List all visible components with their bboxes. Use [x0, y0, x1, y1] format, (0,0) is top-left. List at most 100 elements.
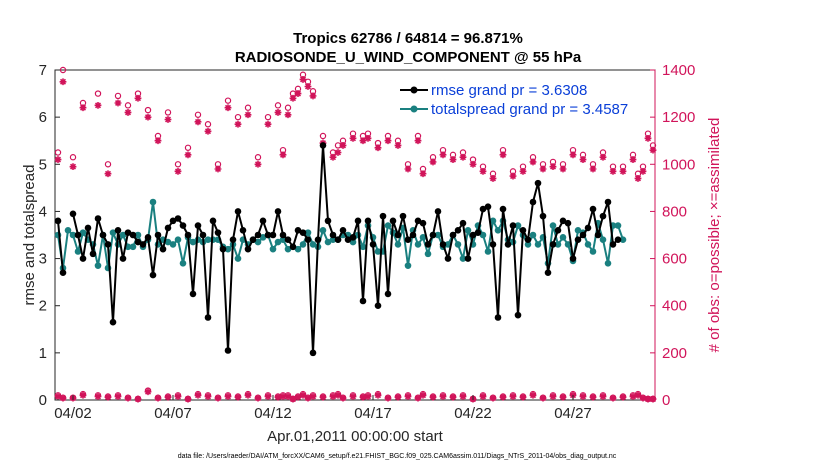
obs-assimilated-marker — [79, 104, 87, 112]
totalspread-point — [329, 236, 337, 244]
rmse-point — [264, 231, 272, 239]
obs-possible-marker — [164, 109, 172, 116]
obs-assimilated-marker — [649, 146, 657, 154]
obs-assimilated-marker — [144, 388, 152, 396]
obs-assimilated-marker — [214, 394, 222, 402]
rmse-point — [569, 255, 577, 262]
obs-assimilated-marker — [559, 165, 567, 173]
obs-assimilated-marker — [634, 175, 642, 182]
rmse-point — [89, 250, 97, 258]
x-axis-label: Apr.01,2011 00:00:00 start — [267, 428, 444, 445]
obs-assimilated-marker — [629, 393, 637, 400]
rmse-point — [349, 234, 357, 241]
y-tick-label: 1 — [39, 345, 47, 362]
obs-assimilated-marker — [489, 175, 497, 182]
rmse-point — [99, 231, 107, 239]
rmse-line — [57, 220, 64, 273]
totalspread-point — [64, 226, 72, 234]
obs-assimilated-marker — [649, 395, 657, 403]
totalspread-point — [274, 238, 282, 246]
obs-assimilated-marker — [174, 167, 182, 175]
rmse-point — [119, 255, 127, 262]
obs-assimilated-marker — [329, 393, 337, 400]
rmse-point — [354, 217, 362, 225]
obs-possible-marker — [194, 111, 202, 118]
obs-assimilated-marker — [479, 167, 487, 175]
rmse-point — [149, 271, 157, 279]
rmse-point — [479, 205, 487, 213]
obs-assimilated-marker — [254, 394, 262, 402]
chart-title: Tropics 62786 / 64814 = 96.871% — [293, 30, 523, 47]
rmse-point — [389, 217, 397, 225]
rmse-point — [189, 290, 197, 298]
totalspread-point — [149, 198, 157, 206]
y2-tick-label: 800 — [662, 203, 687, 220]
obs-assimilated-marker — [164, 116, 172, 123]
axis-ticks-layer: 0 1 2 3 4 5 6 7 0 200 400 600 800 1000 1200 1400 04/02 04… — [39, 62, 696, 422]
rmse-point — [234, 208, 242, 215]
obs-assimilated-marker — [609, 394, 617, 402]
rmse-point — [244, 245, 252, 253]
rmse-point — [139, 241, 147, 248]
rmse-point — [399, 212, 407, 220]
rmse-point — [534, 179, 542, 187]
rmse-point — [414, 217, 422, 225]
rmse-point — [324, 217, 332, 225]
obs-assimilated-marker — [244, 111, 252, 119]
totalspread-point — [424, 250, 432, 258]
x-tick-label: 04/17 — [354, 405, 392, 422]
totalspread-point — [614, 222, 622, 229]
y-tick-label: 0 — [39, 392, 47, 409]
obs-assimilated-marker — [429, 393, 437, 401]
totalspread-point — [599, 236, 607, 244]
rmse-point — [579, 231, 587, 239]
y2-tick-label: 0 — [662, 392, 670, 409]
totalspread-point — [74, 248, 82, 255]
obs-assimilated-marker — [304, 83, 312, 90]
obs-assimilated-marker — [519, 167, 527, 175]
x-tick-label: 04/22 — [454, 405, 492, 422]
rmse-point — [249, 236, 257, 244]
y2-axis-label: # of obs: o=possible; ×=assimilated — [706, 118, 723, 353]
totalspread-point — [269, 245, 277, 253]
rmse-point — [574, 236, 582, 244]
rmse-point — [94, 215, 102, 222]
rmse-point — [379, 212, 387, 220]
rmse-point — [339, 226, 347, 234]
obs-assimilated-marker — [499, 151, 507, 159]
rmse-point — [59, 269, 67, 277]
obs-assimilated-marker — [284, 111, 292, 119]
obs-assimilated-marker — [244, 391, 252, 399]
rmse-point — [434, 208, 442, 215]
obs-assimilated-marker — [549, 393, 557, 400]
totalspread-point — [584, 241, 592, 248]
rmse-point — [409, 231, 417, 239]
obs-assimilated-marker — [439, 151, 447, 159]
obs-assimilated-marker — [224, 104, 232, 112]
obs-assimilated-marker — [59, 394, 67, 402]
obs-assimilated-marker — [519, 393, 527, 401]
totalspread-point — [404, 262, 412, 269]
totalspread-point — [574, 226, 582, 234]
totalspread-point — [604, 259, 612, 267]
obs-assimilated-marker — [579, 393, 587, 400]
totalspread-point — [299, 241, 307, 248]
obs-assimilated-marker — [264, 393, 272, 400]
rmse-point — [544, 269, 552, 277]
rmse-point — [159, 245, 167, 253]
obs-assimilated-marker — [559, 393, 567, 401]
obs-possible-marker — [204, 121, 212, 128]
totalspread-point — [394, 241, 402, 248]
obs-assimilated-marker — [489, 394, 497, 402]
rmse-point — [299, 229, 307, 236]
obs-possible-marker — [144, 106, 152, 114]
totalspread-point — [384, 222, 392, 229]
x-tick-label: 04/12 — [254, 405, 292, 422]
y2-tick-label: 1000 — [662, 156, 695, 173]
obs-assimilated-marker — [364, 134, 372, 142]
rmse-point — [604, 198, 612, 206]
obs-assimilated-marker — [164, 393, 172, 401]
obs-possible-marker — [104, 161, 112, 168]
rmse-point — [69, 210, 77, 218]
totalspread-point — [454, 241, 462, 248]
